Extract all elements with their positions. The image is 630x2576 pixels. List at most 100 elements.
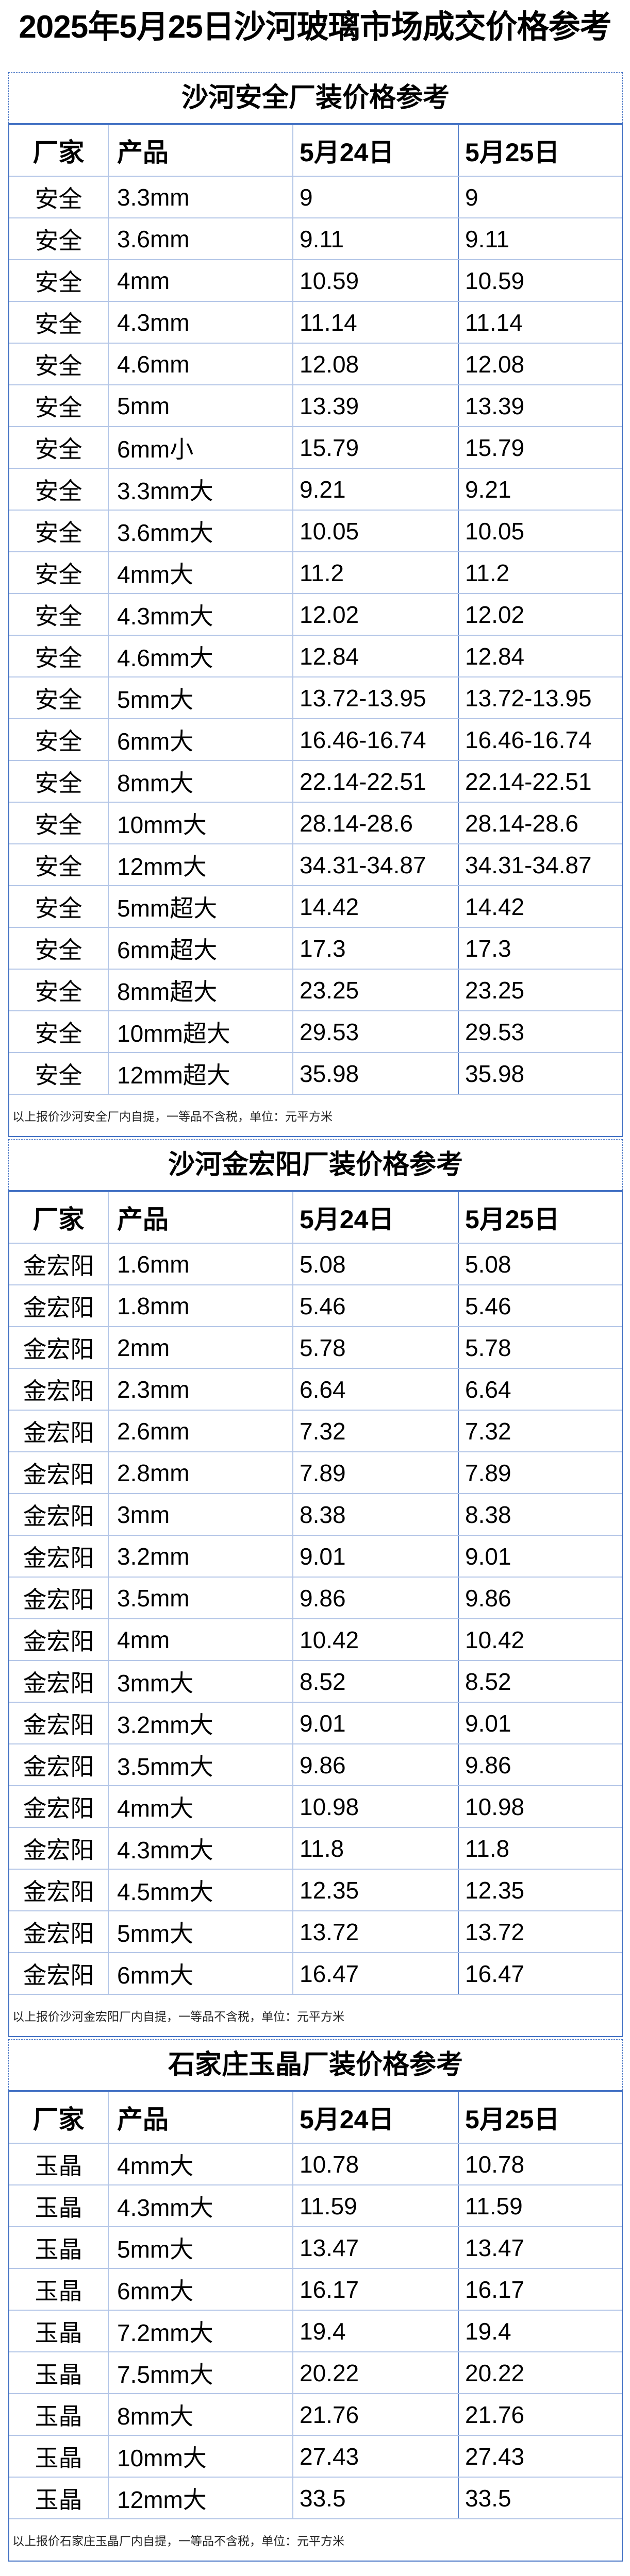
table-row: 安全 10mm超大 29.53 29.53 xyxy=(9,1011,622,1053)
cell-price-may25: 9 xyxy=(465,183,478,211)
cell-price-may24: 35.98 xyxy=(293,1053,459,1094)
cell-product: 7.2mm大 xyxy=(109,2311,293,2351)
cell-price-may25: 15.79 xyxy=(465,434,525,461)
cell-price-may25: 27.43 xyxy=(465,2443,525,2470)
page-title: 2025年5月25日沙河玻璃市场成交价格参考 xyxy=(19,9,611,45)
cell-price-may25: 9.11 xyxy=(465,225,510,252)
cell-manufacturer: 金宏阳 xyxy=(9,1578,109,1618)
cell-price-may25: 28.14-28.6 xyxy=(465,809,578,837)
cell-price-may25: 34.31-34.87 xyxy=(465,851,592,878)
table-row: 安全 4.3mm 11.14 11.14 xyxy=(9,302,622,344)
cell-price-may24: 7.32 xyxy=(293,1411,459,1451)
cell-product: 3.2mm大 xyxy=(109,1703,293,1743)
table-row: 安全 4mm大 11.2 11.2 xyxy=(9,552,622,594)
cell-product: 4.3mm大 xyxy=(109,1828,293,1869)
cell-manufacturer: 金宏阳 xyxy=(9,1828,109,1869)
cell-price-may24: 23.25 xyxy=(293,970,459,1010)
cell-price-may24: 9.01 xyxy=(293,1536,459,1577)
cell-price-may24: 10.98 xyxy=(293,1786,459,1827)
table-row: 安全 5mm 13.39 13.39 xyxy=(9,385,622,427)
cell-price-may24: 29.53 xyxy=(293,1011,459,1052)
table-footnote: 以上报价沙河安全厂内自提，一等品不含税，单位：元平方米 xyxy=(12,1110,333,1123)
column-header-price-may24: 5月24日 xyxy=(293,125,459,176)
cell-manufacturer: 安全 xyxy=(9,1011,109,1052)
cell-price-may25: 20.22 xyxy=(465,2359,525,2386)
cell-manufacturer: 玉晶 xyxy=(9,2227,109,2268)
cell-price-may25: 13.47 xyxy=(465,2234,525,2261)
cell-price-may24: 9.86 xyxy=(293,1578,459,1618)
cell-price-may25: 16.46-16.74 xyxy=(465,726,592,753)
table-row: 安全 3.6mm大 10.05 10.05 xyxy=(9,511,622,552)
cell-manufacturer: 金宏阳 xyxy=(9,1452,109,1493)
table-row: 金宏阳 3mm大 8.52 8.52 xyxy=(9,1661,622,1703)
cell-manufacturer: 安全 xyxy=(9,427,109,468)
column-header-manufacturer: 厂家 xyxy=(9,2092,109,2143)
cell-product: 6mm小 xyxy=(109,427,293,468)
cell-manufacturer: 安全 xyxy=(9,719,109,760)
table-row: 玉晶 7.2mm大 19.4 19.4 xyxy=(9,2311,622,2352)
table-row: 安全 8mm超大 23.25 23.25 xyxy=(9,970,622,1011)
section-title: 沙河安全厂装价格参考 xyxy=(8,72,623,123)
cell-product: 4.6mm大 xyxy=(109,636,293,676)
cell-manufacturer: 安全 xyxy=(9,552,109,593)
cell-product: 4.3mm大 xyxy=(109,2185,293,2226)
cell-manufacturer: 安全 xyxy=(9,928,109,969)
cell-product: 3mm xyxy=(109,1494,293,1535)
cell-manufacturer: 玉晶 xyxy=(9,2144,109,2184)
cell-product: 8mm大 xyxy=(109,2394,293,2435)
cell-price-may24: 5.46 xyxy=(293,1285,459,1326)
cell-price-may24: 5.78 xyxy=(293,1327,459,1368)
cell-product: 5mm大 xyxy=(109,2227,293,2268)
cell-price-may25: 13.72 xyxy=(465,1918,525,1945)
cell-price-may24: 12.84 xyxy=(293,636,459,676)
cell-product: 5mm xyxy=(109,385,293,426)
cell-manufacturer: 安全 xyxy=(9,511,109,551)
cell-price-may25: 8.38 xyxy=(465,1501,511,1528)
table-row: 安全 4.6mm大 12.84 12.84 xyxy=(9,636,622,677)
cell-manufacturer: 玉晶 xyxy=(9,2311,109,2351)
cell-price-may25: 17.3 xyxy=(465,935,511,962)
column-header-manufacturer: 厂家 xyxy=(9,125,109,176)
cell-manufacturer: 金宏阳 xyxy=(9,1411,109,1451)
cell-product: 10mm大 xyxy=(109,2436,293,2477)
cell-product: 10mm大 xyxy=(109,803,293,843)
table-row: 安全 4mm 10.59 10.59 xyxy=(9,260,622,302)
cell-price-may25: 8.52 xyxy=(465,1668,511,1695)
cell-manufacturer: 玉晶 xyxy=(9,2478,109,2518)
cell-price-may24: 6.64 xyxy=(293,1369,459,1410)
table-row: 安全 12mm大 34.31-34.87 34.31-34.87 xyxy=(9,844,622,886)
column-header-price-may25: 5月25日 xyxy=(465,2105,560,2134)
cell-manufacturer: 安全 xyxy=(9,594,109,635)
column-header-product: 产品 xyxy=(109,1192,293,1243)
cell-price-may24: 16.46-16.74 xyxy=(293,719,459,760)
section-shijiazhuang-yujing: 石家庄玉晶厂装价格参考 厂家 产品 5月24日 5月25日 玉晶 4mm大 10.78 10.7… xyxy=(8,2039,623,2562)
cell-price-may24: 10.05 xyxy=(293,511,459,551)
cell-price-may24: 9.01 xyxy=(293,1703,459,1743)
cell-price-may24: 14.42 xyxy=(293,886,459,927)
table-row: 金宏阳 3mm 8.38 8.38 xyxy=(9,1494,622,1536)
table-row: 金宏阳 1.8mm 5.46 5.46 xyxy=(9,1285,622,1327)
cell-manufacturer: 金宏阳 xyxy=(9,1703,109,1743)
cell-price-may25: 29.53 xyxy=(465,1018,525,1045)
cell-manufacturer: 金宏阳 xyxy=(9,1244,109,1284)
cell-price-may24: 15.79 xyxy=(293,427,459,468)
cell-product: 1.6mm xyxy=(109,1244,293,1284)
cell-price-may25: 12.35 xyxy=(465,1876,525,1904)
cell-price-may24: 27.43 xyxy=(293,2436,459,2477)
cell-price-may25: 10.78 xyxy=(465,2150,525,2178)
cell-product: 2.8mm xyxy=(109,1452,293,1493)
cell-manufacturer: 安全 xyxy=(9,886,109,927)
cell-product: 4mm xyxy=(109,260,293,301)
table-row: 玉晶 10mm大 27.43 27.43 xyxy=(9,2436,622,2478)
cell-product: 6mm大 xyxy=(109,1953,293,1994)
cell-price-may24: 11.2 xyxy=(293,552,459,593)
column-header-price-may25: 5月25日 xyxy=(465,1205,560,1234)
cell-manufacturer: 安全 xyxy=(9,844,109,885)
cell-product: 3.5mm大 xyxy=(109,1744,293,1785)
cell-price-may25: 12.08 xyxy=(465,350,525,378)
column-header-price-may25: 5月25日 xyxy=(465,138,560,167)
cell-product: 4mm xyxy=(109,1619,293,1660)
cell-price-may24: 11.8 xyxy=(293,1828,459,1869)
cell-product: 8mm超大 xyxy=(109,970,293,1010)
table-row: 玉晶 7.5mm大 20.22 20.22 xyxy=(9,2352,622,2394)
